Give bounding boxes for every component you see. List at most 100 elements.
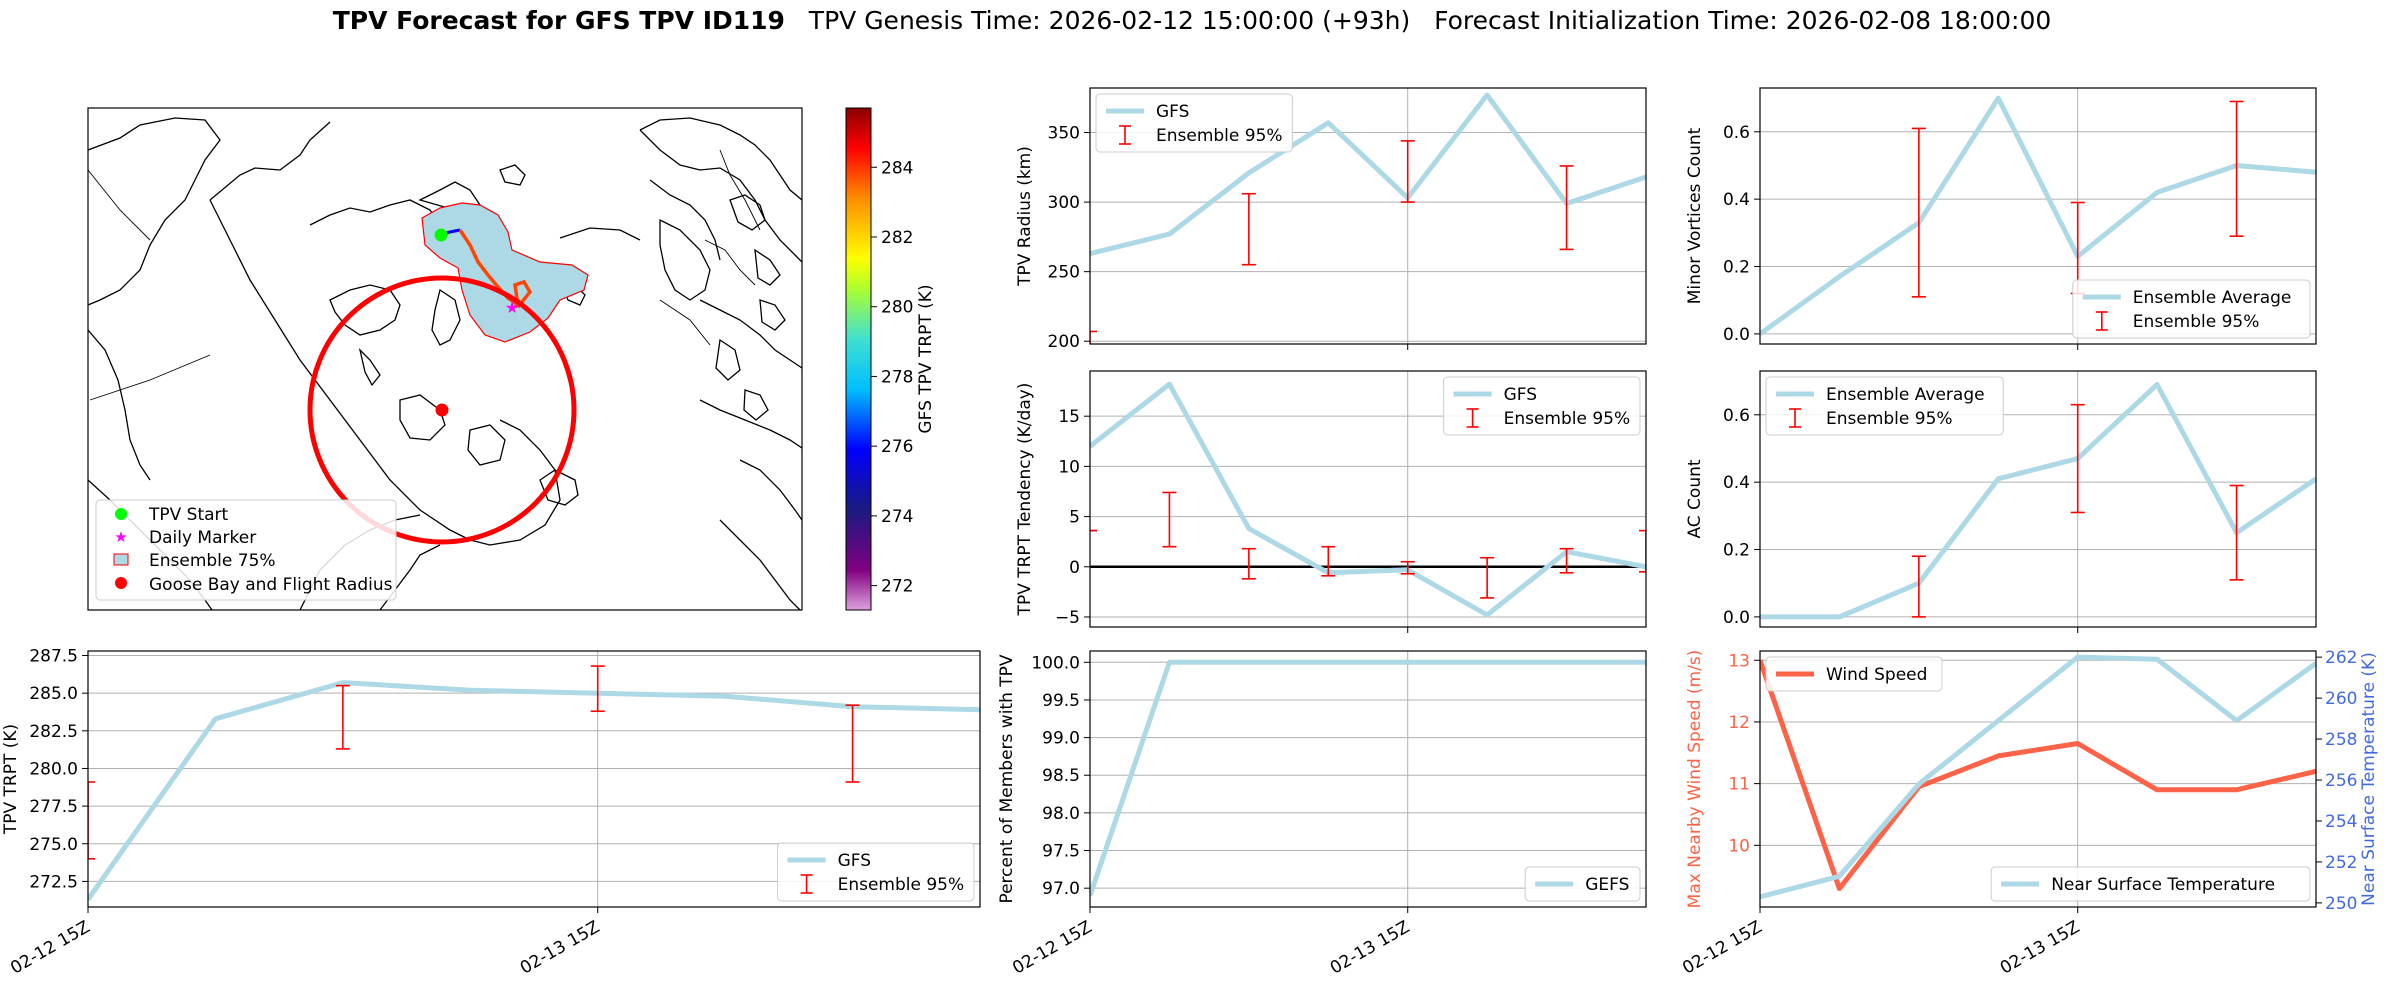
y-tick-label: 0.4	[1723, 190, 1750, 210]
errorbar	[1911, 555, 1926, 618]
x-tick-label: 02-12 15Z	[1009, 917, 1095, 978]
legend-daily-marker-icon: ★	[114, 528, 127, 546]
x-tick-label: 02-13 15Z	[517, 917, 603, 978]
series-line-ensemble-average	[1760, 382, 2316, 620]
errorbar	[88, 781, 95, 860]
y-tick-label: 282.5	[29, 722, 78, 742]
title-rest: TPV Genesis Time: 2026-02-12 15:00:00 (+…	[784, 6, 2052, 35]
legend-label: Ensemble Average	[2133, 288, 2292, 308]
errorbar	[1241, 547, 1256, 580]
y-tick-label: 11	[1728, 775, 1750, 795]
errorbar	[1559, 547, 1574, 574]
chart-legend: Ensemble Average Ensemble 95%	[1765, 376, 2004, 436]
y-tick-label: 99.5	[1042, 691, 1080, 711]
errorbar	[1400, 140, 1415, 203]
y2-axis-label: Near Surface Temperature (K)	[2359, 652, 2379, 906]
errorbar	[1639, 529, 1646, 573]
colorbar: 272 274 276 278 280 282 284 GFS TPV TRPT (K)	[845, 107, 936, 611]
errorbar	[1559, 165, 1574, 251]
legend-box	[1765, 376, 2004, 436]
y2-tick-label: 258	[2325, 730, 2357, 750]
plot-data	[1090, 381, 1646, 618]
flight-radius-circle	[307, 275, 577, 545]
x-tick-label: 02-13 15Z	[1997, 917, 2083, 978]
errorbar	[1400, 560, 1415, 575]
series-line-gfs	[1090, 92, 1646, 257]
y-axis-label: Minor Vortices Count	[1685, 127, 1705, 304]
tpv-start-marker	[434, 228, 448, 242]
chart-legend: Ensemble Average Ensemble 95%	[2072, 279, 2311, 339]
y-tick-label: 97.5	[1042, 842, 1080, 862]
chart-wind: 10 11 12 13 02-12 15Z 02-13 15Z Max Nearby Win…	[1679, 648, 2379, 978]
y-tick-label: 13	[1728, 651, 1750, 671]
legend-label: GFS	[838, 851, 871, 871]
y-tick-label: 287.5	[29, 647, 78, 667]
legend-label: Near Surface Temperature	[2051, 875, 2275, 895]
chart-members: 97.0 97.5 98.0 98.5 99.0 99.5 100.0 02-12 15Z 02…	[997, 650, 1647, 979]
y2-tick-label: 262	[2325, 648, 2357, 668]
legend-label-tpv-start: TPV Start	[148, 505, 229, 525]
legend-label: GFS	[1156, 102, 1189, 122]
plot-frame	[1759, 650, 2317, 908]
charts-layer: 200 250 300 350 TPV Radius (km) GFS Ensemble 9…	[1, 87, 2379, 979]
legend-tpv-start-icon	[115, 508, 127, 520]
chart-legend: Wind Speed	[1765, 656, 1943, 692]
legend-label: GEFS	[1585, 875, 1629, 895]
plot-data	[1760, 654, 2316, 900]
legend-box	[1095, 93, 1293, 153]
legend-box	[777, 842, 975, 902]
y2-tick-label: 256	[2325, 771, 2357, 791]
chart-legend: GFS Ensemble 95%	[1443, 376, 1641, 436]
y-axis-label: AC Count	[1685, 459, 1705, 538]
series-line-wind-speed	[1760, 659, 2316, 891]
y-axis-label: Max Nearby Wind Speed (m/s)	[1685, 650, 1705, 909]
legend-label-goose-bay: Goose Bay and Flight Radius	[149, 575, 393, 595]
legend-box	[2072, 279, 2311, 339]
figure-title: TPV Forecast for GFS TPV ID119 TPV Genes…	[0, 6, 2384, 35]
y-tick-label: 0.6	[1723, 406, 1750, 426]
x-tick-label: 02-12 15Z	[7, 917, 93, 978]
series-line-gfs	[1090, 381, 1646, 618]
y-tick-label: 250	[1048, 263, 1080, 283]
colorbar-tick-label: 278	[881, 367, 913, 387]
chart-minor: 0.0 0.2 0.4 0.6 Minor Vortices Count Ensemble…	[1685, 87, 2317, 350]
colorbar-tick-label: 274	[881, 507, 913, 527]
chart-radius: 200 250 300 350 TPV Radius (km) GFS Ensemble 9…	[1015, 87, 1647, 352]
y-axis-label: Percent of Members with TPV	[997, 654, 1017, 903]
plot-data	[1090, 92, 1646, 344]
legend-label: GFS	[1504, 385, 1537, 405]
y-tick-label: 98.0	[1042, 804, 1080, 824]
series-line-near-surface-temperature	[1760, 654, 2316, 900]
legend-label: Ensemble 95%	[1156, 126, 1283, 146]
plot-data	[1760, 382, 2316, 620]
chart-trpt: 272.5 275.0 277.5 280.0 282.5 285.0 287.5 02-12…	[1, 647, 981, 979]
map-borders	[87, 149, 761, 401]
y2-tick-label: 252	[2325, 853, 2357, 873]
errorbar	[845, 704, 860, 783]
y-tick-label: 0.2	[1723, 541, 1750, 561]
y-tick-label: 10	[1728, 836, 1750, 856]
series-line-gefs	[1090, 659, 1646, 897]
chart-legend: Near Surface Temperature	[1990, 866, 2311, 902]
errorbar	[1090, 330, 1097, 344]
legend-label-daily-marker: Daily Marker	[149, 528, 256, 548]
legend-box	[1990, 866, 2311, 902]
chart-legend: GEFS	[1524, 866, 1641, 902]
legend-label: Ensemble 95%	[1504, 409, 1631, 429]
y-axis-label: TPV TRPT (K)	[1, 724, 21, 835]
y-tick-label: 0.2	[1723, 258, 1750, 278]
y-axis-label: TPV Radius (km)	[1015, 146, 1035, 287]
errorbar	[1911, 127, 1926, 298]
y-tick-label: −5	[1055, 608, 1080, 628]
chart-legend: GFS Ensemble 95%	[777, 842, 975, 902]
errorbar	[590, 665, 605, 713]
y-tick-label: 280.0	[29, 759, 78, 779]
x-tick-label: 02-13 15Z	[1327, 917, 1413, 978]
y-tick-label: 99.0	[1042, 729, 1080, 749]
plot-data	[88, 665, 980, 901]
y-tick-label: 0.0	[1723, 608, 1750, 628]
errorbar	[335, 684, 350, 750]
chart-tendency: −5 0 5 10 15 TPV TRPT Tendency (K/day) GFS Ense…	[1015, 370, 1647, 633]
